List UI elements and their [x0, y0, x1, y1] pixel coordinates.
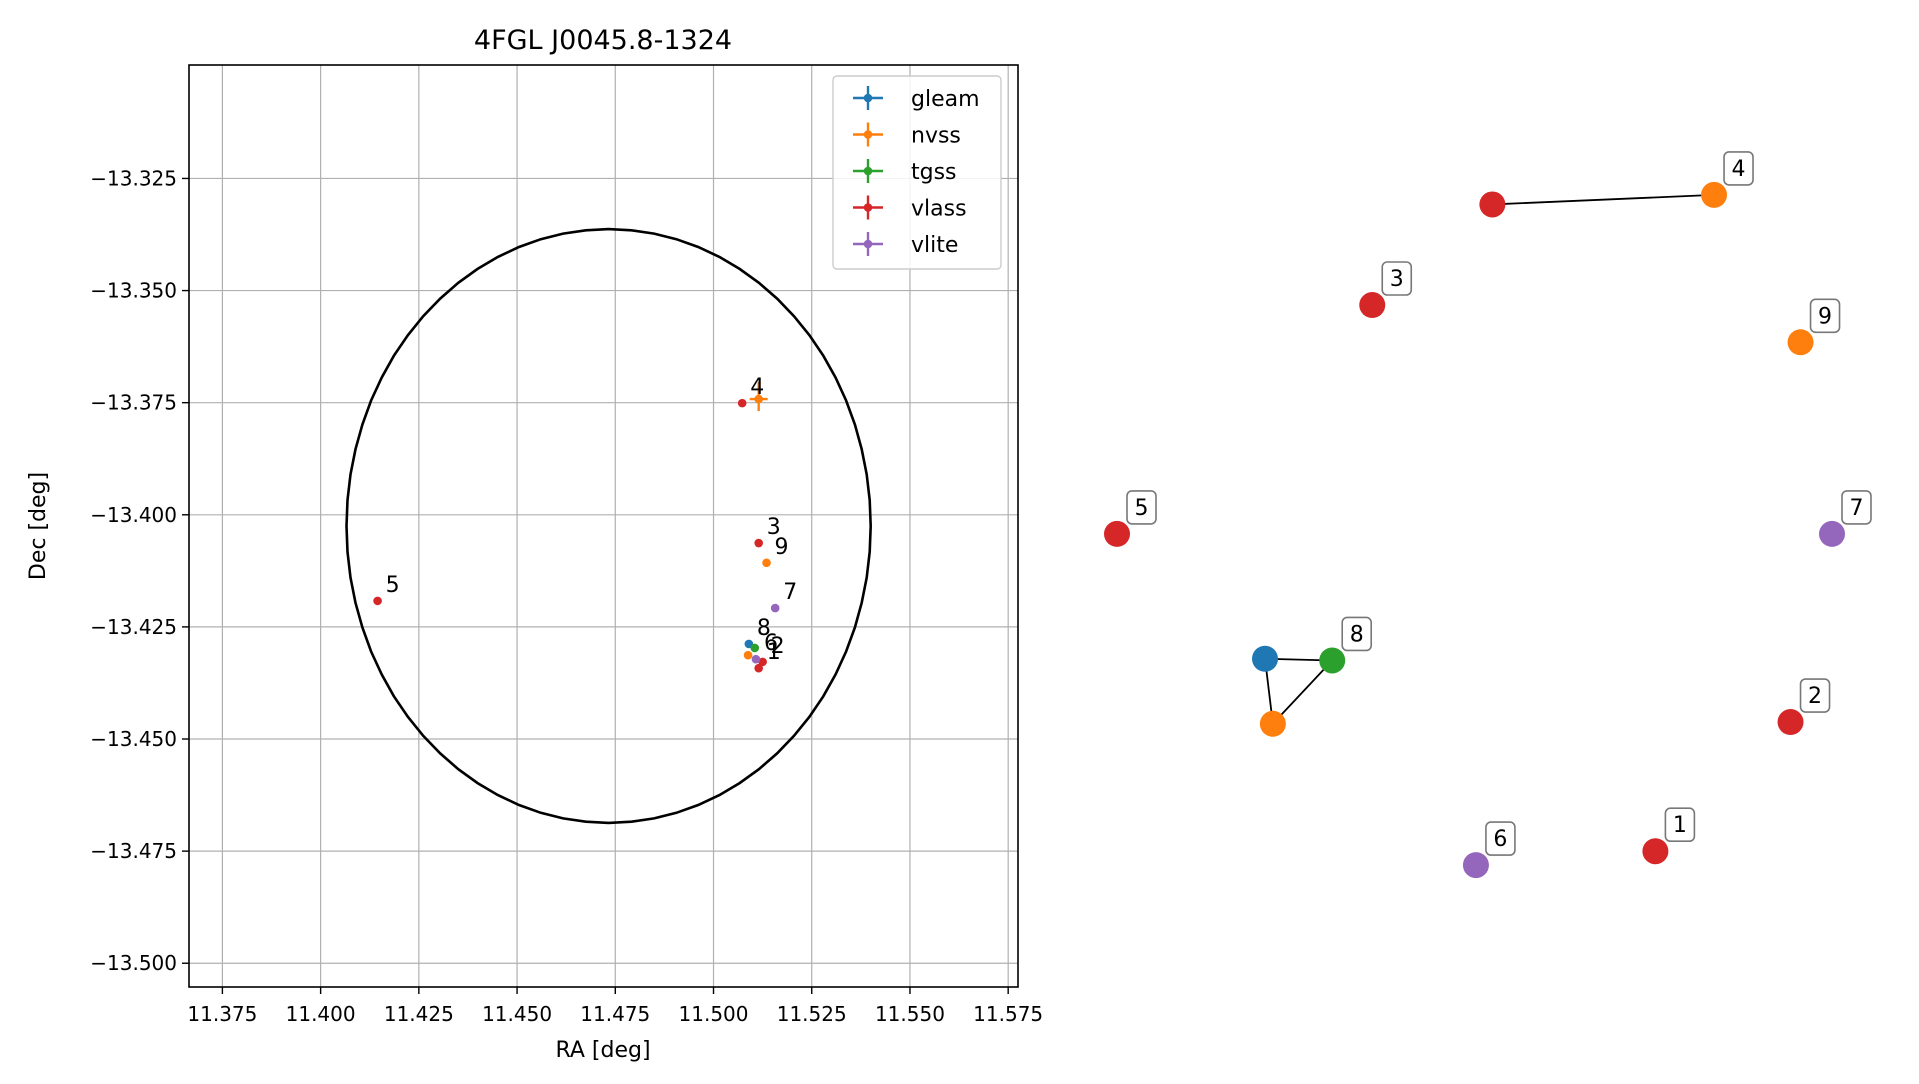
x-tick-label: 11.550 — [875, 1002, 945, 1026]
node-label: 9 — [1818, 304, 1832, 329]
graph-node — [1319, 647, 1346, 674]
x-tick-label: 11.575 — [973, 1002, 1043, 1026]
x-tick-label: 11.375 — [187, 1002, 257, 1026]
point-label: 6 — [764, 631, 778, 656]
legend-marker — [863, 166, 873, 176]
point-label: 5 — [386, 573, 400, 598]
graph-node — [1777, 709, 1804, 736]
x-axis-label: RA [deg] — [555, 1038, 650, 1063]
y-tick-label: −13.425 — [90, 615, 177, 639]
y-tick-label: −13.375 — [90, 391, 177, 415]
y-axis-ticks: −13.325 −13.350 −13.375 −13.400 −13.425 −13.4… — [90, 166, 189, 975]
legend-box — [832, 75, 1002, 270]
graph-node — [1259, 710, 1286, 737]
point-label: 9 — [775, 535, 789, 560]
x-tick-label: 11.425 — [384, 1002, 454, 1026]
association-graph: 4 3 9 5 7 8 2 1 6 — [1104, 151, 1872, 879]
point-label: 8 — [757, 616, 771, 641]
node-label: 4 — [1732, 157, 1746, 182]
point-label: 3 — [767, 515, 781, 540]
graph-node — [1819, 520, 1845, 547]
legend: gleam nvss tgss vlass vlite — [832, 75, 1002, 270]
y-tick-label: −13.400 — [90, 503, 177, 527]
graph-edges — [1264, 194, 1715, 725]
node-label-box — [1664, 807, 1696, 843]
graph-node — [1642, 838, 1669, 865]
graph-edge — [1492, 194, 1715, 206]
node-label-box — [1485, 821, 1516, 856]
point-label: 7 — [783, 580, 797, 605]
legend-entry-nvss: nvss — [911, 124, 961, 149]
localization-ellipse — [345, 227, 873, 825]
graph-nodes — [1104, 181, 1845, 879]
node-label-box — [1723, 151, 1754, 186]
legend-marker — [863, 203, 873, 212]
legend-marker — [863, 93, 873, 103]
x-axis-ticks: 11.375 11.400 11.425 11.450 11.475 11.500 11.5… — [187, 987, 1043, 1026]
graph-edge — [1272, 659, 1333, 725]
x-tick-label: 11.525 — [777, 1002, 847, 1026]
graph-node-labels: 4 3 9 5 7 8 2 1 6 — [1126, 151, 1872, 856]
point-nvss — [743, 650, 753, 660]
legend-entry-tgss: tgss — [911, 160, 957, 185]
point-label: 1 — [767, 640, 781, 665]
legend-marker — [863, 239, 873, 249]
x-tick-label: 11.400 — [286, 1002, 356, 1026]
point-vlass — [758, 657, 767, 667]
node-label: 2 — [1808, 684, 1822, 709]
y-tick-label: −13.350 — [90, 279, 177, 303]
plot-frame — [188, 64, 1019, 988]
legend-entry-gleam: gleam — [911, 87, 980, 112]
x-tick-label: 11.450 — [482, 1002, 552, 1026]
node-label-box — [1126, 490, 1157, 525]
chart-title: 4FGL J0045.8-1324 — [474, 25, 732, 56]
node-label-box — [1341, 616, 1373, 652]
point-nvss — [754, 394, 763, 404]
point-vlass — [737, 398, 747, 408]
point-vlass — [754, 663, 763, 673]
graph-node — [1104, 520, 1130, 547]
graph-node — [1787, 329, 1814, 356]
graph-node — [1462, 852, 1489, 879]
node-label: 3 — [1390, 267, 1404, 292]
point-vlite — [770, 603, 780, 613]
node-label-box — [1809, 298, 1841, 334]
point-vlass — [373, 596, 382, 606]
y-tick-label: −13.450 — [90, 727, 177, 751]
graph-node — [1701, 181, 1728, 208]
graph-node — [1252, 645, 1279, 672]
x-tick-label: 11.500 — [679, 1002, 749, 1026]
node-label-box — [1799, 678, 1831, 713]
point-nvss — [762, 558, 771, 568]
legend-entry-vlass: vlass — [911, 197, 967, 222]
y-tick-label: −13.325 — [90, 166, 177, 190]
y-tick-label: −13.475 — [90, 839, 177, 863]
node-label: 1 — [1673, 813, 1687, 838]
x-tick-label: 11.475 — [580, 1002, 650, 1026]
point-label: 2 — [771, 634, 785, 659]
node-label-box — [1841, 490, 1872, 525]
data-points — [373, 394, 780, 673]
graph-node — [1359, 292, 1386, 319]
point-vlite — [751, 654, 761, 664]
point-label: 4 — [750, 375, 764, 400]
legend-marker — [863, 130, 873, 139]
node-label: 5 — [1135, 496, 1149, 521]
legend-entry-vlite: vlite — [911, 233, 958, 258]
node-label: 7 — [1850, 496, 1864, 521]
graph-node — [1479, 191, 1506, 218]
point-vlass — [754, 538, 763, 548]
node-label-box — [1381, 261, 1413, 296]
y-axis-label: Dec [deg] — [26, 472, 51, 580]
node-label: 6 — [1493, 827, 1507, 852]
point-tgss — [750, 643, 760, 653]
y-tick-label: −13.500 — [90, 951, 177, 975]
node-label: 8 — [1350, 622, 1364, 647]
